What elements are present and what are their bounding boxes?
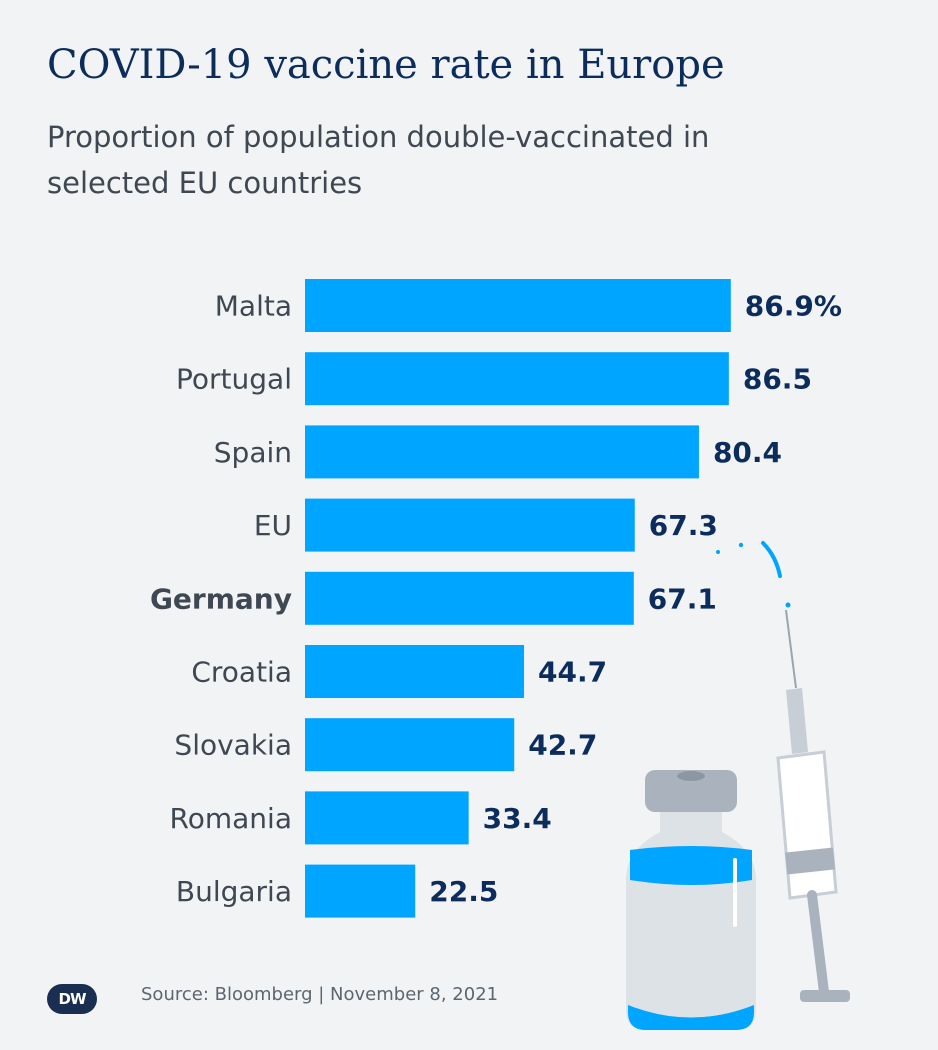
value-label-malta: 86.9% xyxy=(745,290,842,323)
category-label-malta: Malta xyxy=(215,290,292,323)
bar-romania xyxy=(305,791,469,845)
category-label-portugal: Portugal xyxy=(176,363,292,396)
vaccine-vial-icon xyxy=(626,770,756,1030)
category-label-germany: Germany xyxy=(150,582,292,615)
bar-malta xyxy=(305,279,731,332)
bar-spain xyxy=(305,425,699,479)
value-label-slovakia: 42.7 xyxy=(528,729,597,762)
chart-subtitle: Proportion of population double-vaccinat… xyxy=(47,120,710,200)
bar-bulgaria xyxy=(305,864,416,918)
value-label-croatia: 44.7 xyxy=(538,656,607,689)
value-label-eu: 67.3 xyxy=(649,509,718,542)
bar-slovakia xyxy=(305,718,515,772)
dw-logo-text: DW xyxy=(58,990,87,1008)
value-label-bulgaria: 22.5 xyxy=(429,875,498,908)
syringe-icon xyxy=(716,541,850,1002)
source-note: Source: Bloomberg | November 8, 2021 xyxy=(141,984,499,1005)
bars-layer: Malta 86.9% Portugal 86.5 Spain 80.4 EU 67.3 Ger… xyxy=(150,279,842,918)
chart-title: COVID-19 vaccine rate in Europe xyxy=(47,42,725,88)
value-label-portugal: 86.5 xyxy=(743,363,812,396)
value-label-spain: 80.4 xyxy=(713,436,782,469)
category-label-bulgaria: Bulgaria xyxy=(176,875,292,908)
category-label-croatia: Croatia xyxy=(191,656,292,689)
bar-germany xyxy=(305,571,634,625)
category-label-romania: Romania xyxy=(170,802,292,835)
bar-eu xyxy=(305,498,635,552)
category-label-slovakia: Slovakia xyxy=(174,729,292,762)
value-label-romania: 33.4 xyxy=(483,802,552,835)
category-label-eu: EU xyxy=(254,509,292,542)
dw-logo: DW xyxy=(47,984,97,1014)
bar-croatia xyxy=(305,645,525,698)
value-label-germany: 67.1 xyxy=(648,582,717,615)
category-label-spain: Spain xyxy=(214,436,292,469)
bar-portugal xyxy=(305,352,729,406)
